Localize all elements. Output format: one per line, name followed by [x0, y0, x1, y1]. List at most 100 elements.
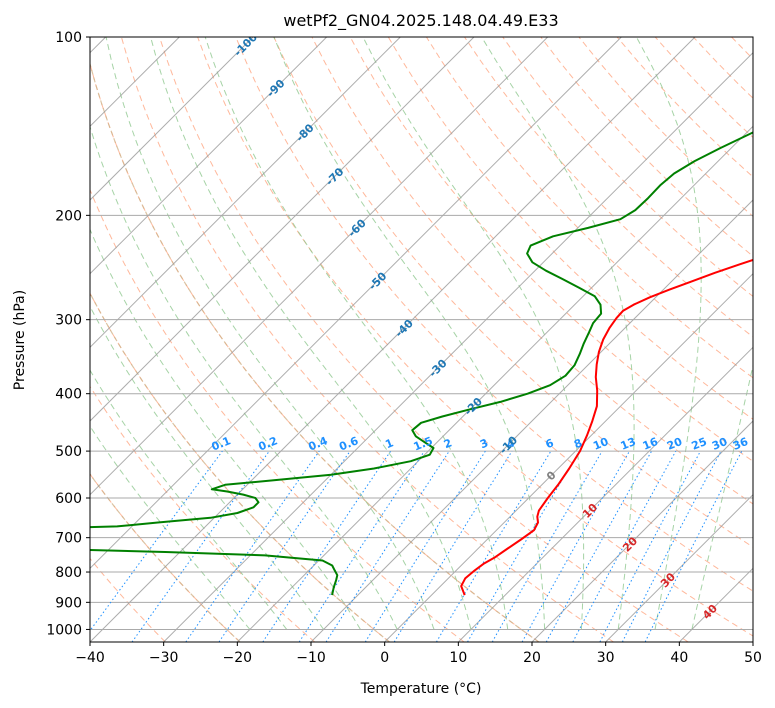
temperature-profile-line	[460, 258, 753, 596]
dry-adiabat	[425, 37, 753, 379]
mixing-ratio-label: 13	[619, 435, 638, 453]
isotherm-line	[90, 37, 549, 496]
plot-frame	[89, 36, 754, 643]
dry-adiabat	[502, 37, 753, 298]
mixing-ratio-line	[435, 450, 552, 642]
mixing-ratio-line	[545, 450, 653, 642]
dry-adiabat	[770, 37, 775, 642]
moist-adiabat	[90, 369, 288, 630]
isotherm-line	[236, 125, 753, 642]
isotherm-line	[90, 37, 328, 275]
x-tick-label: 40	[670, 650, 688, 666]
dry-adiabat	[90, 385, 316, 642]
mixing-ratio-line	[131, 450, 270, 642]
mixing-ratio-line	[572, 450, 677, 642]
axes: −40 −30 −20 −10 0 10 20 30 40 50 100 200 300 400 500 60…	[46, 30, 762, 666]
y-tick-label: 700	[55, 531, 82, 547]
mixing-ratio-label: 1	[383, 436, 395, 451]
moist-adiabat	[90, 228, 361, 630]
extra-adiabat	[90, 61, 540, 642]
isotherm-line	[678, 567, 753, 642]
moist-adiabat	[635, 37, 702, 630]
y-tick-label: 900	[55, 595, 82, 611]
mixing-ratio-line	[298, 450, 425, 642]
mixing-ratio-line	[185, 450, 320, 642]
moist-adiabat	[90, 125, 398, 630]
x-tick-label: −30	[149, 650, 179, 666]
mixing-ratio-line	[364, 450, 486, 642]
isotherm-line	[90, 37, 475, 422]
mixing-ratio-label: 16	[641, 435, 660, 453]
x-tick-label: 0	[380, 650, 389, 666]
moist-adiabat	[90, 425, 251, 630]
mixing-ratio-line	[325, 450, 450, 642]
y-tick-label: 300	[55, 313, 82, 329]
mixing-ratio-label: 2	[442, 436, 454, 451]
mixing-ratio-line	[90, 450, 223, 632]
mixing-ratio-label: 36	[731, 435, 750, 453]
isotherm-line	[163, 51, 753, 642]
x-tick-label: 30	[597, 650, 615, 666]
dewpoint-profile-line	[90, 131, 753, 596]
isotherm-line	[90, 37, 401, 349]
moist-adiabat	[150, 37, 472, 630]
mixing-ratio-label: 6	[544, 436, 556, 451]
extra-adiabat	[90, 292, 390, 642]
dry-adiabat	[464, 37, 753, 338]
dry-adiabat	[90, 188, 465, 642]
moist-adiabat	[362, 37, 585, 630]
mixing-ratio-label: 10	[591, 435, 610, 453]
y-tick-label: 1000	[46, 622, 82, 638]
isotherm-line	[310, 199, 753, 642]
x-tick-label: −10	[296, 650, 326, 666]
moist-adiabat	[90, 305, 325, 630]
isotherm-line	[90, 37, 696, 642]
x-tick-label: −20	[223, 650, 253, 666]
x-tick-label: 10	[449, 650, 467, 666]
dry-adiabat	[90, 292, 390, 642]
mixing-ratio-line	[521, 450, 630, 642]
y-axis-label: Pressure (hPa)	[12, 290, 28, 390]
isotherm-line	[457, 346, 753, 642]
y-tick-label: 100	[55, 30, 82, 46]
mixing-ratio-line	[393, 450, 513, 642]
y-tick-label: 400	[55, 387, 82, 403]
dry-adiabat	[387, 37, 753, 420]
moist-adiabat	[273, 37, 546, 630]
moist-adiabat	[204, 37, 509, 630]
isotherm-label: -100	[231, 30, 260, 59]
moist-adiabat	[105, 37, 435, 630]
isotherm-line	[90, 37, 254, 201]
x-tick-label: −40	[75, 650, 105, 666]
dry-adiabat	[349, 37, 753, 462]
isotherm-line	[605, 493, 753, 642]
chart-title: wetPf2_GN04.2025.148.04.49.E33	[283, 11, 558, 31]
dry-adiabat	[692, 37, 753, 99]
moist-adiabat	[691, 363, 753, 630]
x-axis-label: Temperature (°C)	[360, 681, 482, 697]
mixing-ratio-line	[644, 450, 743, 642]
dry-adiabat	[159, 37, 689, 642]
dry-adiabat	[273, 37, 753, 548]
moist-adiabat	[481, 37, 635, 630]
dry-adiabat	[311, 37, 753, 505]
data-lines	[90, 131, 753, 596]
extra-adiabat	[90, 473, 241, 642]
isotherm-line	[384, 272, 753, 642]
mixing-ratio-line	[599, 450, 701, 642]
mixing-ratio-label: 30	[710, 435, 729, 453]
y-tick-label: 600	[55, 491, 82, 507]
mixing-ratio-line	[262, 450, 392, 642]
mixing-ratio-label: 8	[572, 436, 584, 451]
isotherm-line	[752, 641, 753, 642]
isotherm-line	[90, 37, 622, 570]
mixing-ratio-label: 3	[478, 436, 490, 451]
mixing-ratio-label: 25	[690, 435, 709, 453]
y-tick-label: 800	[55, 565, 82, 581]
mixing-ratio-line	[218, 450, 351, 642]
dry-adiabat	[120, 37, 614, 642]
isotherm-line	[531, 420, 753, 642]
x-tick-label: 50	[744, 650, 762, 666]
y-tick-label: 500	[55, 444, 82, 460]
